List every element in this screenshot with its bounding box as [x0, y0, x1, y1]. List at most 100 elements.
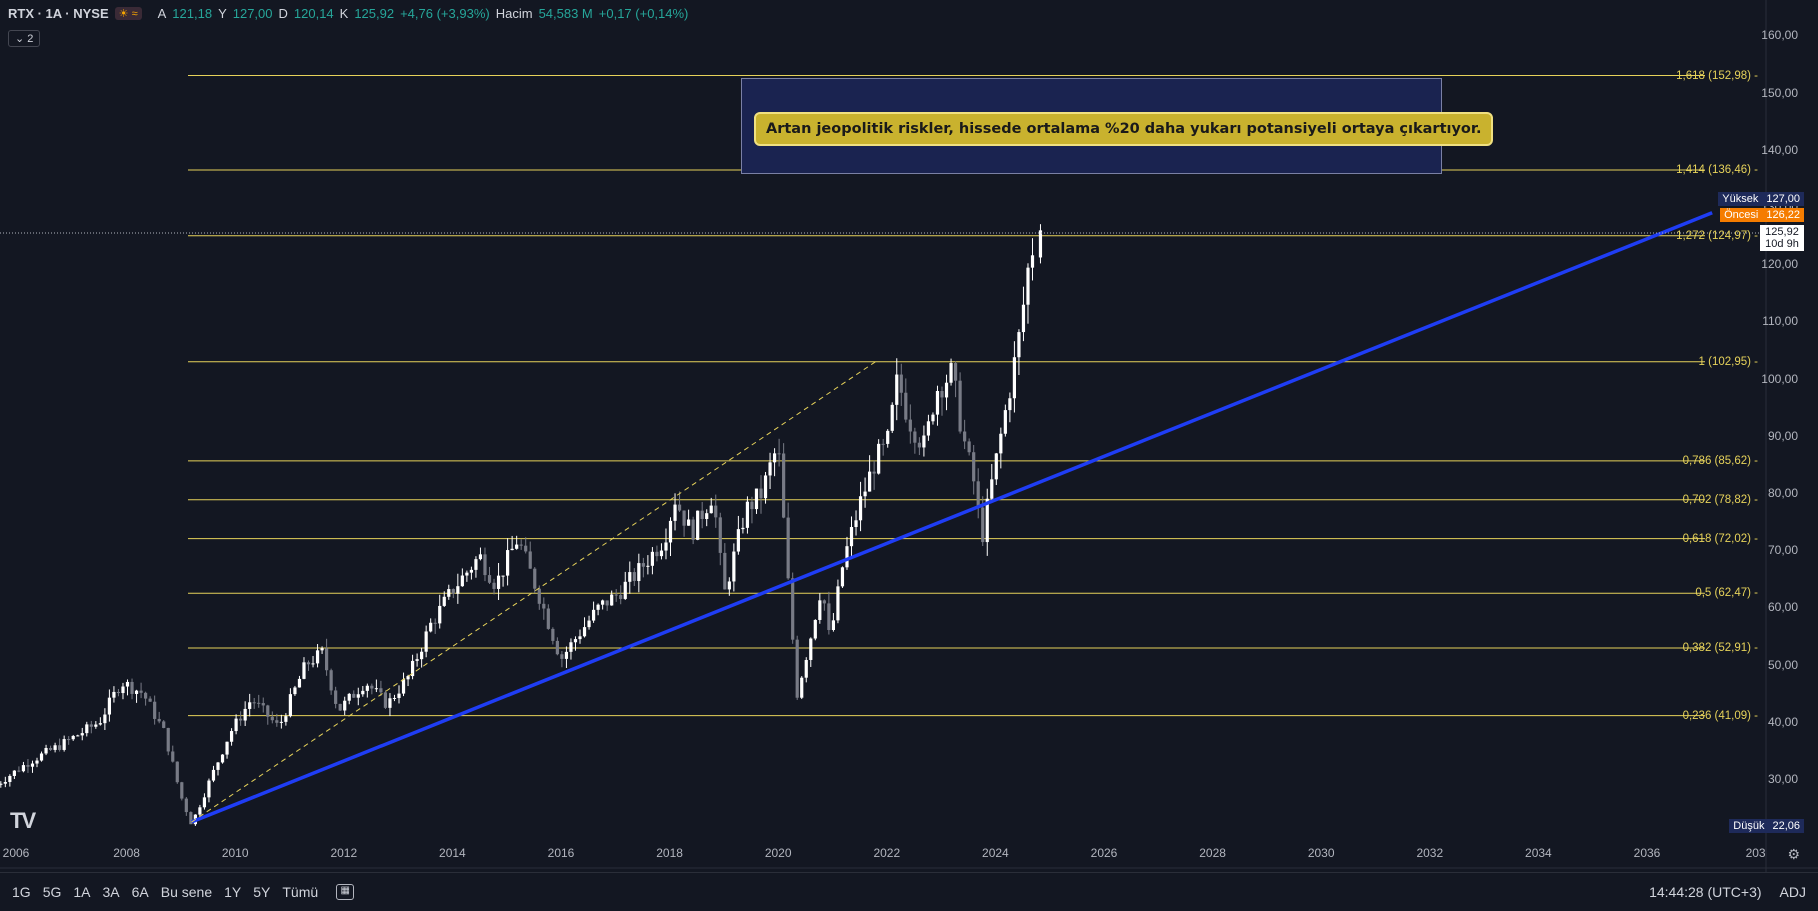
- candle-body: [976, 481, 980, 508]
- candle-body: [886, 430, 890, 444]
- candle-body: [153, 701, 157, 719]
- candle-body: [284, 716, 288, 722]
- candle-body: [782, 453, 786, 518]
- time-tick-label: 2018: [656, 846, 683, 860]
- fib-level-label: 1,272 (124,97) -: [1676, 229, 1758, 242]
- candle-body: [433, 622, 437, 624]
- range-button[interactable]: 1G: [12, 884, 31, 900]
- candle-body: [546, 608, 550, 629]
- candle-body: [12, 770, 16, 776]
- annotation-callout[interactable]: Artan jeopolitik riskler, hissede ortala…: [754, 112, 1494, 146]
- candle-body: [35, 760, 39, 764]
- candle-body: [347, 693, 351, 701]
- candle-body: [202, 797, 207, 808]
- candle-body: [189, 812, 193, 825]
- range-button[interactable]: 1A: [73, 884, 91, 900]
- candle-body: [501, 575, 505, 577]
- volume-change: +0,17 (+0,14%): [598, 6, 689, 21]
- price-chart[interactable]: [0, 0, 1818, 872]
- high-tag: Yüksek: [1718, 192, 1763, 206]
- time-tick-label: 2026: [1090, 846, 1118, 860]
- price-tick-label: 100,00: [1761, 371, 1798, 386]
- candle-body: [926, 421, 931, 436]
- candle-body: [564, 651, 569, 659]
- candle-body: [429, 622, 433, 632]
- range-button[interactable]: 5Y: [253, 884, 271, 900]
- candle-body: [125, 681, 130, 687]
- candle-body: [515, 544, 519, 549]
- market-status-icon[interactable]: ☀ ≈: [114, 7, 142, 20]
- candle-body: [1030, 255, 1035, 268]
- indicators-toggle[interactable]: ⌄ 2: [8, 30, 41, 47]
- candle-body: [623, 581, 627, 599]
- candle-body: [80, 733, 84, 736]
- candle-body: [460, 575, 464, 587]
- tradingview-logo[interactable]: TV: [10, 808, 36, 833]
- candle-body: [98, 723, 102, 725]
- time-tick-label: 2012: [330, 846, 358, 860]
- candle-body: [456, 586, 460, 594]
- candle-body: [487, 575, 492, 583]
- candle-body: [967, 441, 971, 453]
- range-button[interactable]: Bu sene: [160, 884, 213, 900]
- time-tick-label: 2030: [1307, 846, 1335, 860]
- price-tick-label: 50,00: [1767, 657, 1798, 672]
- candle-body: [569, 642, 573, 652]
- time-tick-label: 203: [1745, 846, 1766, 860]
- candle-body: [868, 471, 872, 492]
- settings-gear-icon[interactable]: ⚙: [1787, 846, 1800, 862]
- range-button[interactable]: 5G: [42, 884, 62, 900]
- candle-body: [401, 679, 406, 694]
- candle-body: [800, 677, 804, 698]
- candle-body: [243, 708, 247, 721]
- candle-body: [768, 462, 772, 476]
- candle-body: [266, 705, 270, 717]
- candle-body: [184, 798, 188, 813]
- range-button[interactable]: 3A: [102, 884, 120, 900]
- range-button[interactable]: 6A: [131, 884, 149, 900]
- candle-body: [1038, 230, 1043, 258]
- symbol-title[interactable]: RTX · 1A · NYSE: [8, 6, 109, 21]
- candle-body: [736, 529, 740, 552]
- fib-level-label: 0,702 (78,82) -: [1682, 493, 1758, 506]
- calendar-icon[interactable]: ▦: [336, 884, 355, 900]
- fib-level-label: 0,236 (41,09) -: [1682, 709, 1758, 722]
- candle-body: [198, 807, 202, 815]
- indicators-count: 2: [27, 33, 34, 45]
- candle-body: [311, 663, 315, 665]
- candle-body: [116, 691, 121, 694]
- range-button[interactable]: Tümü: [282, 884, 319, 900]
- countdown: 10d 9h: [1765, 238, 1799, 250]
- candle-body: [248, 702, 252, 709]
- change-value: +4,76 (+3,93%): [400, 6, 490, 21]
- last-price-label: 125,92 10d 9h: [1760, 225, 1804, 251]
- adj-toggle[interactable]: ADJ: [1779, 884, 1806, 900]
- candle-body: [845, 546, 849, 568]
- candle-body: [144, 692, 148, 699]
- price-tick-label: 120,00: [1761, 257, 1798, 272]
- candle-body: [220, 754, 225, 763]
- open-label: A: [157, 6, 167, 21]
- candle-body: [1012, 357, 1017, 399]
- candle-body: [990, 479, 994, 499]
- candle-body: [953, 363, 958, 381]
- candle-body: [469, 569, 474, 573]
- range-button[interactable]: 1Y: [224, 884, 242, 900]
- candle-body: [691, 519, 695, 540]
- candle-body: [383, 692, 388, 708]
- candle-body: [664, 542, 668, 551]
- candle-body: [239, 718, 243, 721]
- candle-body: [732, 551, 736, 582]
- price-tick-label: 150,00: [1761, 85, 1798, 100]
- candle-body: [528, 551, 532, 569]
- candle-body: [999, 433, 1003, 454]
- price-tick-label: 160,00: [1761, 28, 1798, 43]
- candle-body: [985, 498, 989, 543]
- clock-time[interactable]: 14:44:28 (UTC+3): [1649, 884, 1762, 900]
- candle-body: [451, 589, 455, 594]
- high-val: 127,00: [1762, 192, 1804, 206]
- candle-body: [723, 552, 727, 590]
- candle-body: [533, 568, 537, 589]
- high-price-label: Yüksek 127,00: [1718, 192, 1804, 206]
- candle-body: [26, 765, 30, 767]
